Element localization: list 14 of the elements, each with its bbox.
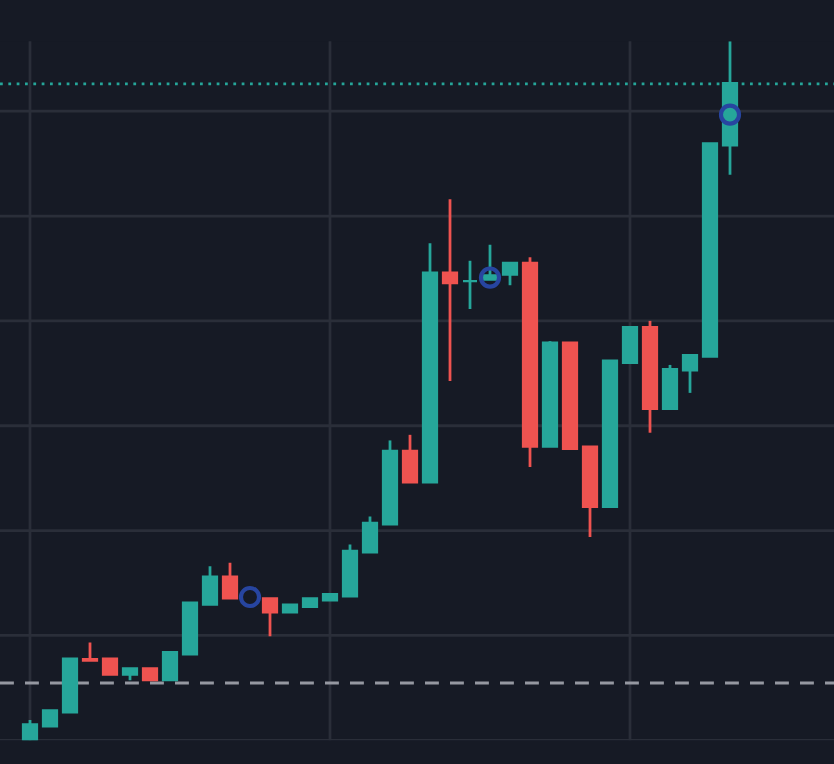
candlestick (221, 561, 239, 600)
candlestick (161, 651, 179, 682)
candlestick (361, 515, 379, 554)
candlestick (441, 197, 459, 383)
candlestick (401, 433, 419, 484)
candlestick (261, 597, 279, 638)
candlestick (661, 363, 679, 411)
candlestick (341, 543, 359, 598)
candlestick (81, 641, 99, 663)
candlestick (201, 564, 219, 607)
candlestick (501, 261, 519, 287)
candlestick (681, 353, 699, 395)
candlestick (621, 326, 639, 364)
candlestick (461, 259, 479, 311)
